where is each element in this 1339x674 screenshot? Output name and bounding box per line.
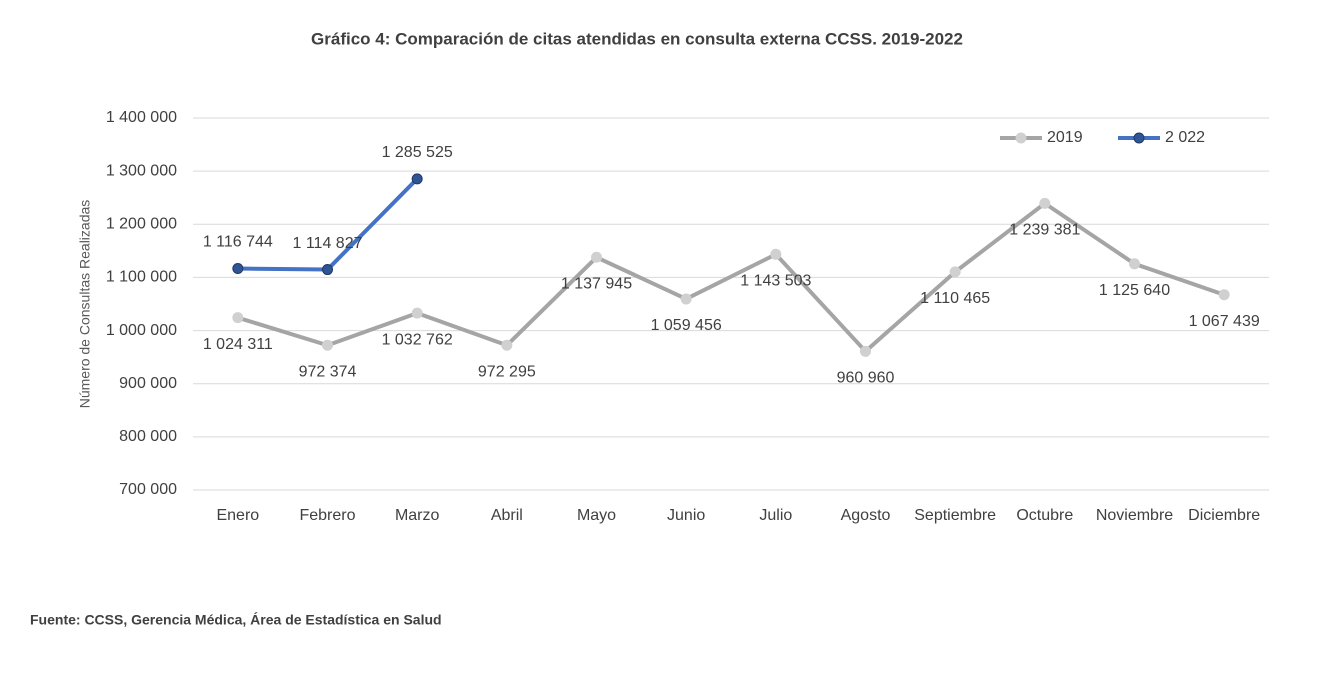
data-label: 1 059 456 [651,317,722,334]
x-tick-label: Enero [216,507,259,524]
data-point [949,266,961,278]
data-point [860,345,871,357]
x-tick-label: Octubre [1016,507,1073,524]
y-tick-label: 700 000 [119,481,177,498]
data-label: 1 024 311 [203,336,273,353]
data-label: 1 125 640 [1099,282,1170,299]
data-point [411,173,423,185]
legend-label: 2019 [1047,129,1083,146]
data-point [680,293,692,305]
data-point [1039,197,1051,209]
data-label: 1 110 465 [920,290,990,307]
data-point [1218,289,1230,301]
legend-marker [1015,132,1027,144]
data-point [322,264,333,276]
data-label: 1 067 439 [1189,313,1260,330]
data-point [770,248,782,260]
legend-label: 2 022 [1165,129,1205,146]
y-tick-label: 1 100 000 [106,269,177,286]
data-label: 1 114 827 [293,235,363,252]
data-point [322,339,333,351]
data-label: 1 116 744 [203,234,273,251]
data-point [232,312,244,324]
data-label: 960 960 [837,370,895,387]
y-tick-label: 1 000 000 [106,322,177,339]
data-label: 1 143 503 [740,273,811,290]
source-note: Fuente: CCSS, Gerencia Médica, Área de E… [30,612,442,628]
x-tick-label: Febrero [299,507,355,524]
y-tick-label: 1 400 000 [106,109,177,126]
x-tick-label: Junio [667,507,705,524]
x-tick-label: Mayo [577,507,616,524]
x-tick-label: Marzo [395,507,440,524]
y-tick-label: 900 000 [119,375,177,392]
data-label: 1 137 945 [561,275,632,292]
data-point [501,339,513,351]
x-tick-label: Diciembre [1188,507,1260,524]
legend-marker [1133,132,1145,144]
data-point [591,251,602,263]
data-point [411,307,423,319]
x-tick-label: Noviembre [1096,507,1173,524]
y-tick-label: 1 300 000 [106,162,177,179]
x-tick-label: Abril [491,507,523,524]
x-tick-label: Agosto [841,507,891,524]
data-label: 972 374 [299,363,357,380]
data-label: 972 295 [478,364,536,381]
x-tick-label: Septiembre [914,507,996,524]
series-line [237,201,1225,354]
data-label: 1 285 525 [382,144,453,161]
y-axis-label: Número de Consultas Realizadas [77,200,93,409]
data-point [232,263,244,275]
data-label: 1 032 762 [382,331,453,348]
y-tick-label: 800 000 [119,428,177,445]
x-tick-label: Julio [759,507,792,524]
y-tick-label: 1 200 000 [106,216,177,233]
data-label: 1 239 381 [1009,222,1080,239]
chart-title: Gráfico 4: Comparación de citas atendida… [311,29,963,48]
data-point [1129,258,1140,270]
